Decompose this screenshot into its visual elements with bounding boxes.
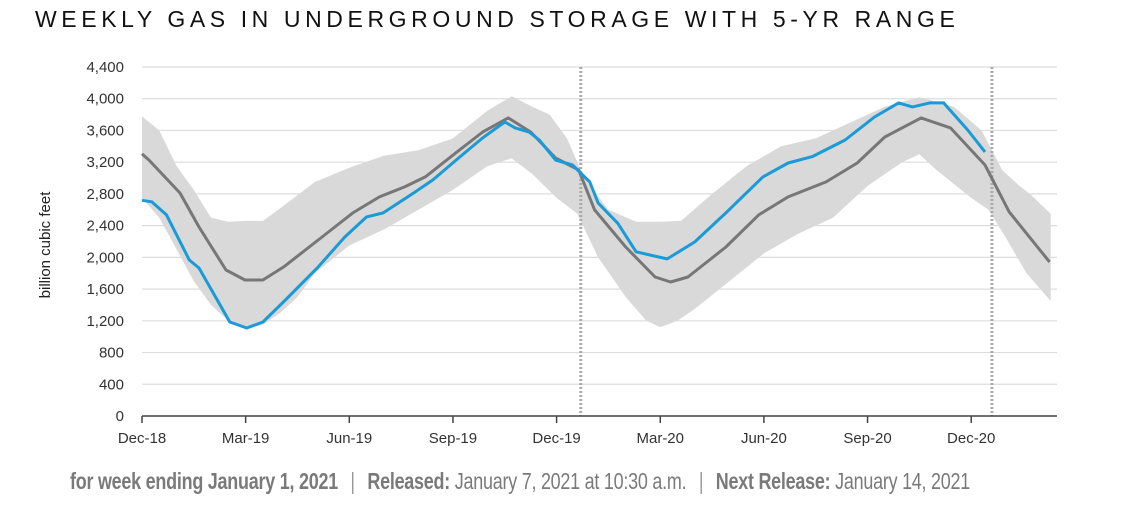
- x-tick-label: Sep-19: [429, 430, 477, 447]
- gridlines: [142, 66, 1057, 385]
- x-tick-label: Dec-20: [947, 430, 995, 447]
- released-label: Released:: [367, 468, 451, 494]
- week-ending: for week ending January 1, 2021: [70, 468, 338, 494]
- release-info: for week ending January 1, 2021 | Released…: [70, 468, 970, 495]
- y-tick-label: 4,400: [86, 59, 124, 76]
- y-tick-label: 3,200: [86, 154, 124, 171]
- x-tick-label: Sep-20: [843, 430, 891, 447]
- next-release-label: Next Release:: [715, 468, 831, 494]
- separator: |: [350, 468, 355, 494]
- x-tick-label: Dec-18: [118, 430, 166, 447]
- next-release-value: January 14, 2021: [835, 468, 971, 494]
- x-tick-labels: Dec-18 Mar-19 Jun-19 Sep-19 Dec-19 Mar-20 Jun-…: [118, 416, 995, 447]
- y-tick-label: 0: [116, 408, 124, 425]
- y-tick-label: 3,600: [86, 122, 124, 139]
- separator: |: [698, 468, 704, 494]
- y-tick-label: 1,600: [86, 281, 124, 298]
- x-tick-label: Jun-19: [326, 430, 372, 447]
- chart-title: WEEKLY GAS IN UNDERGROUND STORAGE WITH 5…: [35, 6, 960, 32]
- y-tick-label: 2,400: [86, 218, 124, 235]
- y-tick-label: 800: [99, 345, 124, 362]
- released-value: January 7, 2021 at 10:30 a.m.: [454, 468, 687, 494]
- y-tick-label: 1,200: [86, 313, 124, 330]
- x-tick-label: Mar-19: [222, 430, 270, 447]
- y-axis-label: billion cubic feet: [37, 191, 54, 299]
- y-tick-label: 400: [99, 376, 124, 393]
- y-tick-label: 4,000: [86, 91, 124, 108]
- y-tick-labels: 0 400 800 1,200 1,600 2,000 2,400 2,800 3,200 3,6…: [86, 59, 124, 425]
- working-gas-line: [141, 101, 987, 330]
- y-tick-label: 2,800: [86, 186, 124, 203]
- x-tick-label: Dec-19: [532, 430, 580, 447]
- x-tick-label: Mar-20: [636, 430, 684, 447]
- y-tick-label: 2,000: [86, 249, 124, 266]
- x-tick-label: Jun-20: [741, 430, 787, 447]
